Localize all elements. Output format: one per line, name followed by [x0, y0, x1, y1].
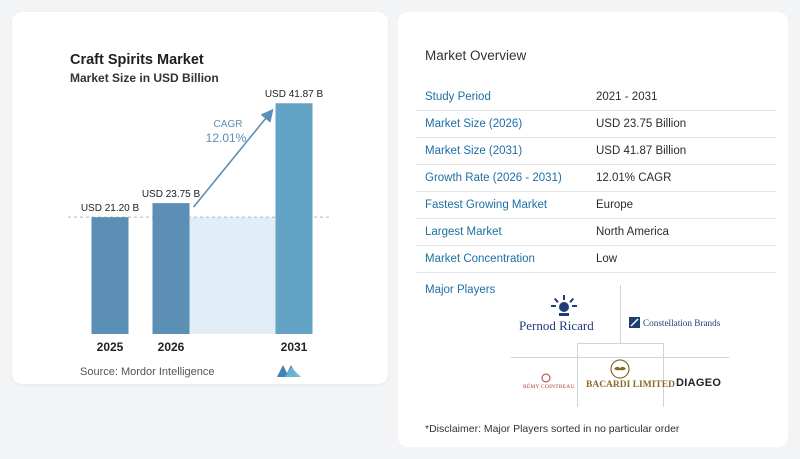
disclaimer-text: *Disclaimer: Major Players sorted in no … [425, 423, 680, 435]
player-logos: Pernod Ricard Constellation Brands RÉMY … [505, 285, 735, 410]
row-value: USD 41.87 Billion [596, 145, 687, 157]
divider [577, 343, 578, 407]
table-row: Fastest Growing Market Europe [416, 192, 776, 219]
data-label-2031: USD 41.87 B [265, 89, 324, 100]
bacardi-limited-logo: BACARDI LIMITED [586, 380, 675, 390]
remy-cointreau-logo: RÉMY COINTREAU [523, 384, 575, 390]
market-overview-panel [398, 12, 788, 447]
constellation-brands-icon [629, 317, 640, 328]
table-row: Growth Rate (2026 - 2031) 12.01% CAGR [416, 165, 776, 192]
remy-cointreau-crest-icon [541, 373, 551, 383]
tick-label-2026: 2026 [158, 340, 185, 354]
row-value: Europe [596, 199, 634, 211]
row-label: Market Size (2026) [425, 118, 523, 130]
pernod-ricard-logo: Pernod Ricard [519, 318, 594, 333]
overview-table: Study Period 2021 - 2031 Market Size (202… [416, 84, 776, 273]
data-label-2025: USD 21.20 B [81, 203, 140, 214]
chart-subtitle: Market Size in USD Billion [70, 71, 219, 85]
bar-2026 [152, 203, 190, 334]
table-row: Market Size (2026) USD 23.75 Billion [416, 111, 776, 138]
bar-2025 [91, 217, 129, 334]
divider [511, 357, 729, 358]
tick-label-2031: 2031 [281, 340, 308, 354]
pernod-ricard-sun-icon [551, 295, 577, 316]
table-row: Market Size (2031) USD 41.87 Billion [416, 138, 776, 165]
table-row: Study Period 2021 - 2031 [416, 84, 776, 111]
row-label: Market Size (2031) [425, 145, 523, 157]
source-text: Source: Mordor Intelligence [80, 366, 215, 378]
row-value: 2021 - 2031 [596, 91, 658, 103]
table-row: Market Concentration Low [416, 246, 776, 273]
major-players-label: Major Players [425, 284, 496, 296]
bar-2031 [275, 103, 313, 334]
constellation-brands-logo: Constellation Brands [643, 318, 721, 328]
row-label: Growth Rate (2026 - 2031) [425, 172, 562, 184]
tick-label-2025: 2025 [97, 340, 124, 354]
growth-shade [189, 217, 276, 334]
row-label: Largest Market [425, 226, 502, 238]
row-value: USD 23.75 Billion [596, 118, 687, 130]
row-label: Market Concentration [425, 253, 535, 265]
mordor-intelligence-logo-icon [277, 365, 301, 377]
divider [663, 343, 664, 407]
row-value: Low [596, 253, 618, 265]
table-row: Largest Market North America [416, 219, 776, 246]
bacardi-bat-icon [610, 359, 630, 379]
bar-chart: USD 21.20 B 2025 USD 23.75 B 2026 USD 41.87 … [68, 89, 330, 354]
divider [577, 343, 663, 344]
row-label: Fastest Growing Market [425, 199, 548, 211]
divider [620, 285, 621, 343]
overview-title: Market Overview [425, 48, 527, 63]
row-value: 12.01% CAGR [596, 172, 672, 184]
diageo-logo: DIAGEO [676, 377, 722, 389]
cagr-value: 12.01% [206, 131, 247, 145]
data-label-2026: USD 23.75 B [142, 189, 201, 200]
row-label: Study Period [425, 91, 491, 103]
cagr-label: CAGR [214, 119, 243, 130]
row-value: North America [596, 226, 669, 238]
chart-title: Craft Spirits Market [70, 52, 204, 68]
growth-arrow [192, 108, 274, 208]
